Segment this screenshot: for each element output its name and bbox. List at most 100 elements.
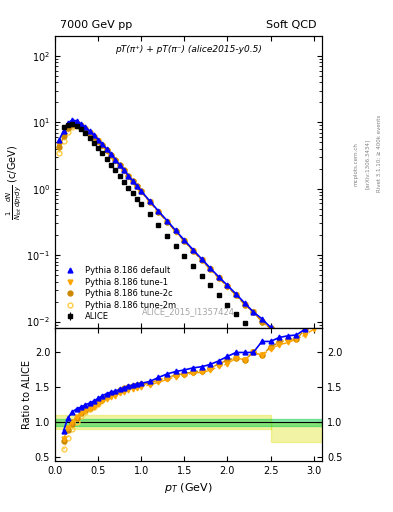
Pythia 8.186 tune-1 [57, 142, 62, 148]
Pythia 8.186 tune-2c [242, 302, 247, 308]
Pythia 8.186 tune-1 [105, 147, 109, 154]
Line: Pythia 8.186 tune-1: Pythia 8.186 tune-1 [57, 121, 316, 369]
Pythia 8.186 tune-2m [156, 209, 161, 215]
Pythia 8.186 default [87, 128, 92, 134]
Pythia 8.186 tune-2c [57, 144, 62, 151]
Pythia 8.186 default [92, 132, 96, 138]
Pythia 8.186 tune-2c [109, 152, 114, 158]
Pythia 8.186 default [259, 316, 264, 322]
Pythia 8.186 tune-1 [242, 302, 247, 308]
Pythia 8.186 default [217, 274, 221, 280]
Pythia 8.186 tune-2m [74, 122, 79, 129]
Pythia 8.186 tune-2c [121, 167, 126, 174]
Line: Pythia 8.186 tune-2m: Pythia 8.186 tune-2m [57, 123, 316, 368]
Legend: Pythia 8.186 default, Pythia 8.186 tune-1, Pythia 8.186 tune-2c, Pythia 8.186 tu: Pythia 8.186 default, Pythia 8.186 tune-… [59, 264, 179, 324]
Pythia 8.186 tune-2m [126, 173, 130, 179]
Pythia 8.186 tune-2m [285, 341, 290, 347]
Pythia 8.186 default [134, 183, 139, 189]
Pythia 8.186 tune-1 [139, 189, 143, 195]
Pythia 8.186 default [105, 146, 109, 152]
Pythia 8.186 tune-2c [311, 362, 316, 368]
Pythia 8.186 tune-1 [113, 158, 118, 164]
Pythia 8.186 tune-2m [234, 292, 239, 298]
Pythia 8.186 tune-1 [251, 309, 256, 315]
Pythia 8.186 tune-1 [191, 248, 195, 254]
Pythia 8.186 tune-1 [130, 179, 135, 185]
Pythia 8.186 tune-2m [105, 147, 109, 153]
Pythia 8.186 tune-2c [147, 199, 152, 205]
Pythia 8.186 tune-2m [118, 162, 122, 168]
Pythia 8.186 tune-2c [70, 122, 75, 128]
Pythia 8.186 tune-1 [225, 284, 230, 290]
Pythia 8.186 tune-1 [259, 318, 264, 325]
Pythia 8.186 default [156, 208, 161, 214]
Pythia 8.186 tune-2m [83, 126, 88, 133]
Pythia 8.186 tune-1 [96, 138, 101, 144]
Pythia 8.186 default [113, 157, 118, 163]
Pythia 8.186 default [79, 121, 83, 127]
Text: ALICE_2015_I1357424: ALICE_2015_I1357424 [142, 307, 235, 316]
Pythia 8.186 tune-2m [242, 302, 247, 308]
Pythia 8.186 tune-2c [303, 355, 307, 361]
Pythia 8.186 tune-2c [61, 133, 66, 139]
Pythia 8.186 default [66, 120, 70, 126]
Pythia 8.186 tune-2c [66, 125, 70, 131]
Pythia 8.186 tune-1 [74, 121, 79, 127]
Pythia 8.186 default [268, 324, 273, 330]
Pythia 8.186 default [199, 256, 204, 262]
Pythia 8.186 tune-2c [134, 183, 139, 189]
Pythia 8.186 default [173, 227, 178, 233]
X-axis label: $p_T$ (GeV): $p_T$ (GeV) [164, 481, 213, 495]
Pythia 8.186 default [285, 340, 290, 347]
Pythia 8.186 tune-2m [311, 362, 316, 368]
Pythia 8.186 tune-2c [79, 123, 83, 129]
Pythia 8.186 tune-1 [121, 168, 126, 175]
Pythia 8.186 tune-2m [134, 183, 139, 189]
Pythia 8.186 tune-2m [303, 355, 307, 361]
Text: Rivet 3.1.10; ≥ 400k events: Rivet 3.1.10; ≥ 400k events [377, 115, 382, 192]
Pythia 8.186 tune-1 [66, 124, 70, 130]
Pythia 8.186 tune-1 [208, 266, 213, 272]
Pythia 8.186 default [242, 300, 247, 306]
Pythia 8.186 tune-2m [165, 219, 169, 225]
Pythia 8.186 tune-1 [147, 199, 152, 205]
Pythia 8.186 default [70, 117, 75, 123]
Pythia 8.186 tune-2c [285, 341, 290, 347]
Pythia 8.186 tune-2c [234, 292, 239, 298]
Pythia 8.186 tune-2m [66, 129, 70, 135]
Pythia 8.186 tune-2c [92, 134, 96, 140]
Pythia 8.186 default [139, 188, 143, 194]
Pythia 8.186 tune-2c [173, 228, 178, 234]
Y-axis label: Ratio to ALICE: Ratio to ALICE [22, 360, 32, 429]
Pythia 8.186 tune-2m [294, 349, 299, 355]
Pythia 8.186 tune-1 [100, 142, 105, 148]
Pythia 8.186 tune-2m [208, 266, 213, 272]
Pythia 8.186 tune-2c [74, 121, 79, 127]
Pythia 8.186 tune-1 [156, 209, 161, 216]
Pythia 8.186 tune-2m [113, 157, 118, 163]
Pythia 8.186 default [126, 173, 130, 179]
Pythia 8.186 tune-2m [251, 309, 256, 315]
Pythia 8.186 tune-1 [285, 342, 290, 348]
Pythia 8.186 tune-1 [92, 134, 96, 140]
Pythia 8.186 tune-2c [294, 349, 299, 355]
Pythia 8.186 tune-2c [208, 266, 213, 272]
Text: mcplots.cern.ch: mcplots.cern.ch [353, 142, 358, 186]
Pythia 8.186 tune-2c [251, 309, 256, 315]
Pythia 8.186 tune-2m [173, 228, 178, 234]
Pythia 8.186 default [234, 291, 239, 297]
Pythia 8.186 tune-1 [87, 130, 92, 136]
Pythia 8.186 default [74, 118, 79, 124]
Pythia 8.186 tune-1 [109, 153, 114, 159]
Pythia 8.186 tune-2m [225, 283, 230, 289]
Pythia 8.186 tune-1 [126, 174, 130, 180]
Pythia 8.186 tune-2c [105, 147, 109, 153]
Pythia 8.186 tune-2c [259, 318, 264, 325]
Pythia 8.186 default [251, 309, 256, 315]
Pythia 8.186 tune-2c [199, 257, 204, 263]
Pythia 8.186 default [303, 355, 307, 361]
Pythia 8.186 tune-1 [61, 132, 66, 138]
Pythia 8.186 tune-2m [87, 130, 92, 136]
Pythia 8.186 tune-2m [70, 124, 75, 130]
Pythia 8.186 default [208, 265, 213, 271]
